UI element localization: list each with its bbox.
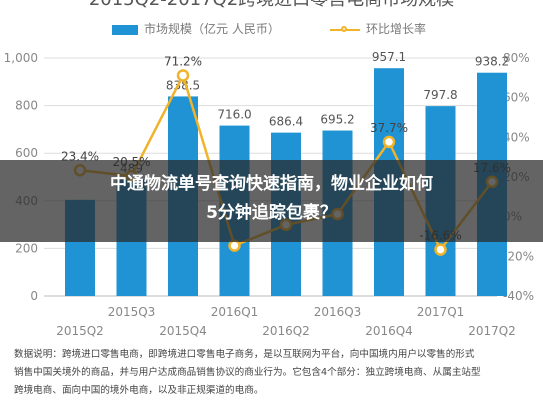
- x-tick-label: 2015Q2: [56, 324, 104, 338]
- y-right-tick-label: 40%: [503, 130, 530, 144]
- legend-label-growth-rate: 环比增长率: [366, 22, 427, 36]
- legend-item-market-size: 市场规模（亿元 人民币）: [112, 20, 280, 37]
- legend-label-market-size: 市场规模（亿元 人民币）: [144, 22, 280, 36]
- y-left-tick-label: 800: [15, 99, 38, 113]
- y-right-tick-label: -20%: [503, 249, 534, 263]
- growth-point: [382, 135, 396, 149]
- growth-value-label: 37.7%: [370, 121, 408, 135]
- growth-point: [434, 243, 447, 256]
- data-note: 数据说明：跨境进口零售电商，即跨境进口零售电子商务，是以互联网为平台，向中国境内…: [14, 346, 529, 400]
- legend-line-swatch: [330, 25, 360, 32]
- x-tick-label: 2015Q4: [159, 324, 207, 338]
- y-left-tick-label: 0: [30, 289, 38, 303]
- x-tick-label: 2016Q1: [211, 305, 259, 319]
- growth-value-label: 23.4%: [61, 149, 99, 163]
- bar-value-label: 716.0: [217, 108, 251, 122]
- y-left-tick-label: 600: [15, 146, 38, 160]
- x-tick-label: 2017Q2: [468, 324, 516, 338]
- growth-point: [228, 239, 241, 252]
- bar-value-label: 938.2: [475, 55, 509, 69]
- data-note-line-1: 数据说明：跨境进口零售电商，即跨境进口零售电子商务，是以互联网为平台，向中国境内…: [14, 349, 475, 360]
- chart-title: 2015Q2-2017Q2跨境进口零售电商市场规模: [0, 0, 543, 8]
- y-right-tick-label: -40%: [503, 289, 534, 303]
- bar-value-label: 686.4: [269, 115, 303, 129]
- headline-line-2: 5分钟追踪包裹？: [206, 203, 337, 223]
- headline-line-1: 中通物流单号查询快速指南，物业企业如何: [110, 174, 433, 194]
- data-note-line-3: 跨境电商、面向中国的境外电商，以及非正规渠道的电商。: [14, 385, 264, 396]
- data-note-line-2: 销售中国关境外的商品，并与用户达成商品销售协议的商业行为。它包含4个部分：独立跨…: [14, 367, 481, 378]
- y-left-tick-label: 1,000: [4, 51, 38, 65]
- x-tick-label: 2017Q1: [417, 305, 465, 319]
- bar-value-label: 838.5: [166, 78, 200, 92]
- x-tick-label: 2016Q3: [314, 305, 362, 319]
- headline-text: 中通物流单号查询快速指南，物业企业如何 5分钟追踪包裹？: [0, 170, 543, 228]
- y-right-tick-label: 80%: [503, 51, 530, 65]
- bar-value-label: 957.1: [372, 50, 406, 64]
- x-tick-label: 2015Q3: [108, 305, 156, 319]
- y-right-tick-label: 60%: [503, 91, 530, 105]
- bar-value-label: 695.2: [320, 113, 354, 127]
- headline-overlay: [0, 160, 543, 242]
- legend-item-growth-rate: 环比增长率: [330, 20, 426, 37]
- y-left-tick-label: 200: [15, 241, 38, 255]
- growth-point: [176, 69, 190, 82]
- legend-bar-swatch: [112, 24, 138, 35]
- growth-value-label: 71.2%: [164, 54, 202, 68]
- x-tick-label: 2016Q2: [262, 324, 310, 338]
- x-tick-label: 2016Q4: [365, 324, 413, 338]
- bar-value-label: 797.8: [423, 88, 457, 102]
